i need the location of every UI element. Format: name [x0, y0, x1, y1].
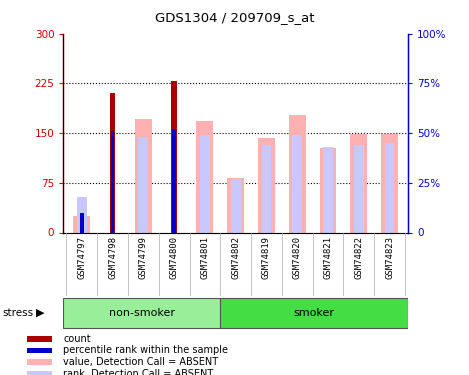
Bar	[80, 213, 83, 232]
Bar	[385, 143, 394, 232]
Text: rank, Detection Call = ABSENT: rank, Detection Call = ABSENT	[63, 369, 214, 375]
Bar	[258, 138, 275, 232]
Text: GSM74822: GSM74822	[354, 236, 363, 279]
Bar	[27, 336, 52, 342]
Bar	[350, 135, 367, 232]
Text: GSM74802: GSM74802	[231, 236, 240, 279]
Bar	[111, 131, 114, 232]
Bar	[27, 371, 52, 375]
Text: count: count	[63, 334, 91, 344]
Bar	[319, 148, 336, 232]
Bar	[172, 129, 176, 232]
Text: GSM74821: GSM74821	[324, 236, 333, 279]
Text: GSM74797: GSM74797	[77, 236, 86, 279]
Bar	[171, 81, 177, 232]
Text: GSM74823: GSM74823	[385, 236, 394, 279]
Bar	[110, 93, 115, 232]
Bar	[220, 298, 408, 328]
Text: non-smoker: non-smoker	[109, 308, 174, 318]
Bar	[197, 121, 213, 232]
Bar	[381, 135, 398, 232]
Bar	[292, 135, 302, 232]
Text: GSM74801: GSM74801	[200, 236, 209, 279]
Text: stress: stress	[2, 308, 33, 318]
Text: percentile rank within the sample: percentile rank within the sample	[63, 345, 228, 355]
Bar	[200, 135, 210, 232]
Text: GDS1304 / 209709_s_at: GDS1304 / 209709_s_at	[155, 11, 314, 24]
Bar	[63, 298, 220, 328]
Bar	[27, 359, 52, 365]
Bar	[27, 348, 52, 353]
Text: GSM74820: GSM74820	[293, 236, 302, 279]
Bar	[138, 137, 148, 232]
Bar	[323, 147, 333, 232]
Bar	[354, 145, 363, 232]
Bar	[73, 216, 90, 232]
Bar	[262, 145, 272, 232]
Bar	[77, 197, 87, 232]
Text: ▶: ▶	[36, 308, 45, 318]
Bar	[135, 118, 152, 232]
Text: GSM74800: GSM74800	[170, 236, 179, 279]
Text: GSM74798: GSM74798	[108, 236, 117, 279]
Bar	[289, 115, 306, 232]
Bar	[227, 177, 244, 232]
Text: GSM74819: GSM74819	[262, 236, 271, 279]
Text: value, Detection Call = ABSENT: value, Detection Call = ABSENT	[63, 357, 219, 367]
Bar	[231, 179, 241, 232]
Text: smoker: smoker	[294, 308, 334, 318]
Text: GSM74799: GSM74799	[139, 236, 148, 279]
